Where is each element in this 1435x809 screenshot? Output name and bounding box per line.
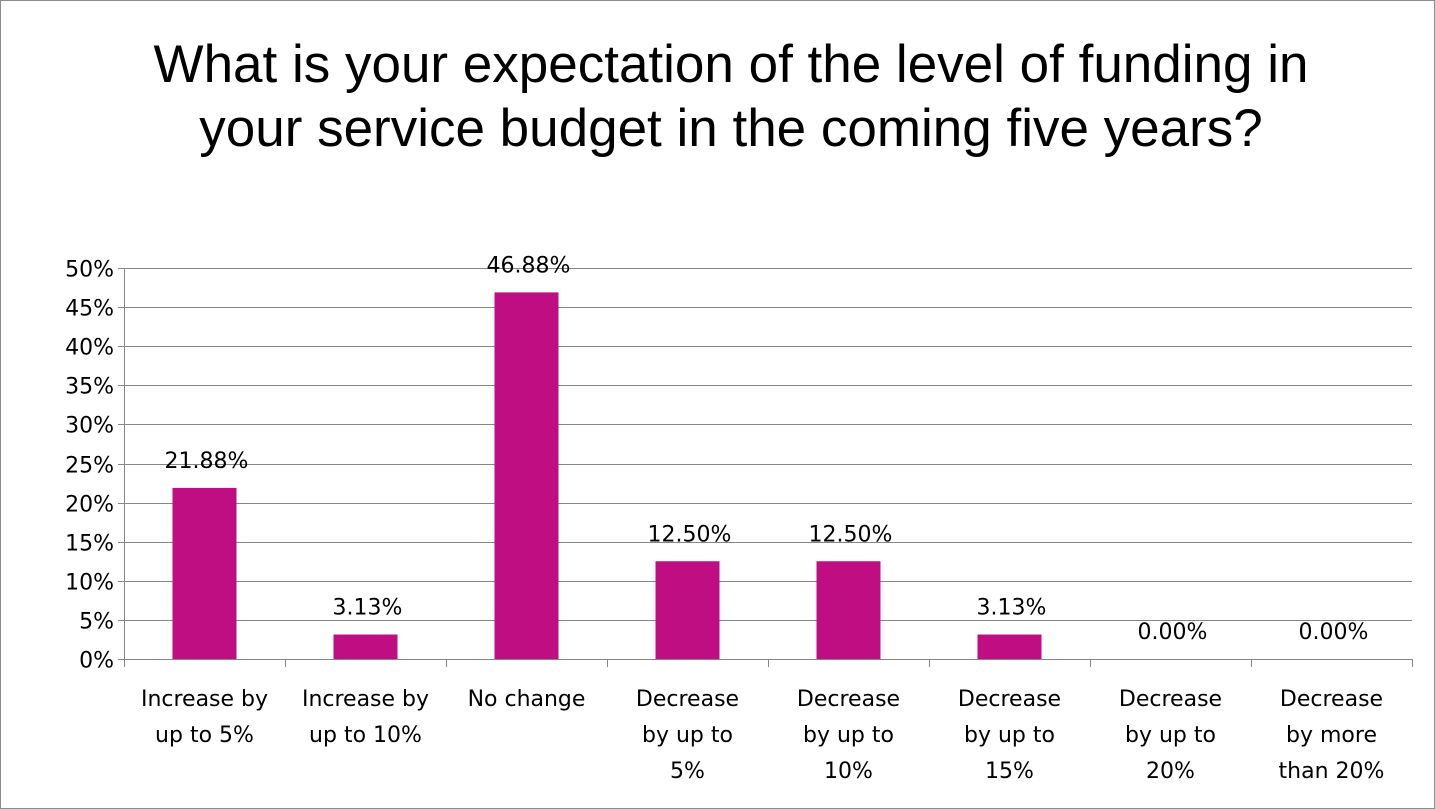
x-category-label-line: Decrease [636,687,739,712]
data-label: 12.50% [648,522,732,547]
x-category-label-line: Increase by [141,687,268,712]
x-category-label: Decrease by more than 20% [1279,687,1385,784]
x-category-label-line: Decrease [1280,687,1383,712]
data-label: 0.00% [1299,620,1369,645]
y-tick-label: 25% [65,454,114,479]
x-category-label: Decrease by up to 10% [797,687,900,784]
x-category-label-line: Decrease [1119,687,1222,712]
chart-title: What is your expectation of the level of… [153,35,1309,158]
bar [494,292,559,659]
x-category-label-line: by up to [964,723,1055,748]
data-label: 0.00% [1138,620,1208,645]
x-category-label-line: Decrease [797,687,900,712]
x-category-label-line: 20% [1146,759,1195,784]
y-tick-label: 35% [65,375,114,400]
y-tick-label: 30% [65,414,114,439]
x-category-label: Decrease by up to 15% [958,687,1061,784]
y-tick-label: 20% [65,493,114,518]
x-category-label-line: by up to [803,723,894,748]
y-tick-label: 5% [79,610,114,635]
x-category-label: No change [468,687,586,712]
x-category-label: Decrease by up to 5% [636,687,739,784]
bar [172,487,237,659]
x-category-label-line: by up to [642,723,733,748]
x-category-label-line: up to 10% [309,723,422,748]
x-category-label: Increase by up to 10% [302,687,429,748]
y-tick-label: 10% [65,571,114,596]
x-category-label-line: by more [1286,723,1377,748]
x-category-label-line: up to 5% [155,723,254,748]
x-category-label: Decrease by up to 20% [1119,687,1222,784]
x-category-label-line: 15% [985,759,1034,784]
data-label: 3.13% [333,596,403,621]
y-tick-label: 50% [65,258,114,283]
data-label: 12.50% [809,522,893,547]
y-tick-label: 0% [79,649,114,674]
x-category-label: Increase by up to 5% [141,687,268,748]
bar [816,561,881,659]
data-label: 21.88% [165,449,249,474]
x-category-label-line: 5% [670,759,705,784]
x-category-label-line: than 20% [1279,759,1385,784]
x-category-label-line: No change [468,687,586,712]
x-category-label-line: by up to [1125,723,1216,748]
data-label: 46.88% [487,253,571,278]
data-label: 3.13% [977,596,1047,621]
y-tick-label: 45% [65,297,114,322]
y-tick-label: 40% [65,336,114,361]
bar [655,561,720,659]
x-category-label-line: Decrease [958,687,1061,712]
bar [977,634,1042,659]
y-tick-label: 15% [65,532,114,557]
x-category-label-line: 10% [824,759,873,784]
x-category-label-line: Increase by [302,687,429,712]
bar [333,634,398,659]
